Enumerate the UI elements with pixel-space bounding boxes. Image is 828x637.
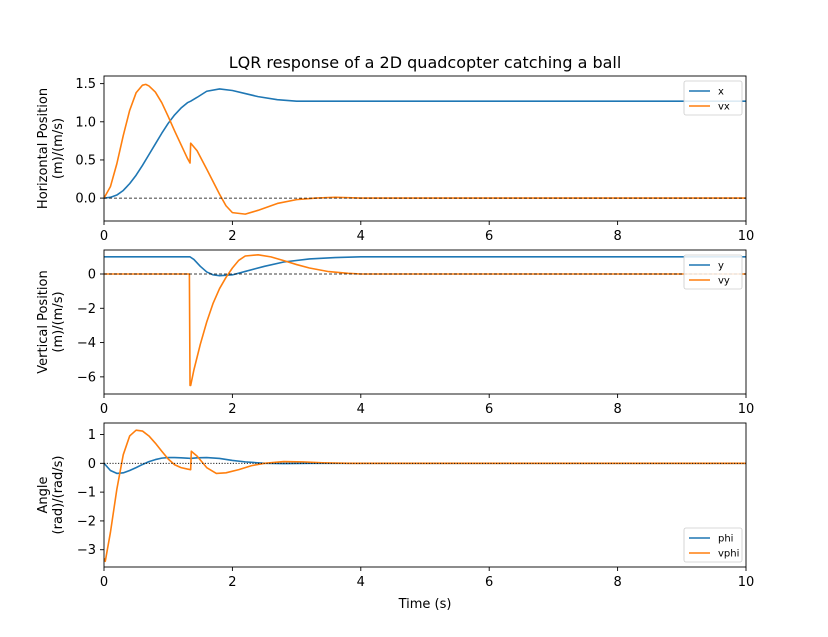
x-tick-label-1: 2 — [228, 229, 236, 244]
plot-area-2 — [104, 250, 746, 394]
series-line-y — [104, 256, 746, 277]
y-tick-label-1: 0.5 — [75, 153, 96, 168]
x-tick-label-3: 6 — [485, 575, 493, 590]
legend-2: y vy — [683, 254, 743, 290]
y-tick-label-2: −4 — [77, 336, 96, 351]
x-tick-label-3: 10 — [738, 575, 755, 590]
series-line-x — [104, 88, 746, 199]
x-tick-label-1: 8 — [613, 229, 621, 244]
legend-box-1 — [683, 80, 743, 116]
x-axis-label: Time (s) — [398, 597, 452, 612]
series-line-vy — [104, 254, 746, 387]
legend-label-phi: phi — [718, 534, 733, 545]
y-tick-label-3: −3 — [77, 543, 96, 558]
y-axis-label-2: Vertical Position(m)/(m/s) — [36, 270, 66, 373]
x-tick-label-1: 6 — [485, 229, 493, 244]
y-tick-label-3: −2 — [77, 514, 96, 529]
y-tick-label-2: −2 — [77, 302, 96, 317]
y-tick-label-3: −1 — [77, 486, 96, 501]
legend-3: phi vphi — [683, 527, 743, 563]
y-tick-label-1: 1.5 — [75, 77, 96, 92]
x-tick-label-2: 4 — [357, 402, 365, 417]
x-tick-label-2: 8 — [613, 402, 621, 417]
panel-1: 0 2 4 6 8 10 0.0 0.5 1.0 1.5 Horizontal Position(m… — [36, 75, 755, 244]
y-tick-label-2: −6 — [77, 370, 96, 385]
legend-box-2 — [683, 254, 743, 290]
legend-label-vphi: vphi — [718, 549, 739, 560]
x-tick-label-1: 0 — [100, 229, 108, 244]
y-tick-label-3: 0 — [88, 457, 96, 472]
series-group-2 — [104, 254, 746, 387]
x-tick-label-2: 2 — [228, 402, 236, 417]
x-tick-label-1: 10 — [738, 229, 755, 244]
y-tick-label-3: 1 — [88, 428, 96, 443]
legend-1: x vx — [683, 80, 743, 116]
legend-label-vx: vx — [718, 102, 730, 113]
y-axis-label-3: Angle(rad)/(rad/s) — [36, 456, 66, 535]
x-tick-label-3: 2 — [228, 575, 236, 590]
series-line-vx — [104, 83, 746, 215]
plot-area-1 — [104, 76, 746, 221]
series-group-3 — [104, 429, 746, 563]
x-tick-label-2: 10 — [738, 402, 755, 417]
axes-frame-1 — [103, 75, 747, 222]
y-tick-label-2: 0 — [88, 268, 96, 283]
chart-title: LQR response of a 2D quadcopter catching… — [229, 53, 622, 72]
x-tick-label-2: 0 — [100, 402, 108, 417]
legend-label-vy: vy — [718, 276, 730, 287]
x-tick-label-1: 4 — [357, 229, 365, 244]
legend-label-y: y — [718, 261, 724, 272]
axes-frame-2 — [103, 249, 747, 395]
x-tick-label-2: 6 — [485, 402, 493, 417]
x-tick-label-3: 4 — [357, 575, 365, 590]
panel-2: 0 2 4 6 8 10 0 −2 −4 −6 Vertical Position(m)/(m/s)… — [36, 249, 755, 417]
y-tick-label-1: 1.0 — [75, 115, 96, 130]
y-tick-label-1: 0.0 — [75, 192, 96, 207]
legend-label-x: x — [718, 87, 724, 98]
x-tick-label-3: 0 — [100, 575, 108, 590]
plot-area-3 — [104, 423, 746, 567]
y-axis-label-1: Horizontal Position(m)/(m/s) — [36, 88, 66, 209]
series-group-1 — [104, 83, 746, 215]
x-tick-label-3: 8 — [613, 575, 621, 590]
axes-frame-3 — [103, 422, 747, 568]
